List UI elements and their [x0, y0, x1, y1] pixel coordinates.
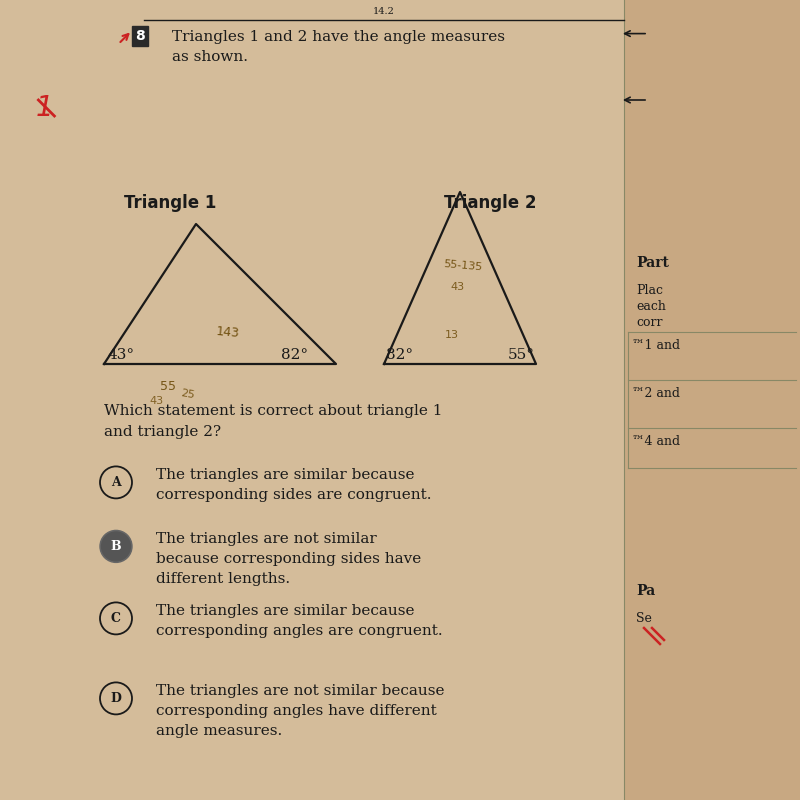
- Text: corr: corr: [636, 316, 662, 329]
- Text: 43°: 43°: [108, 347, 135, 362]
- Text: C: C: [111, 612, 121, 625]
- Text: 13: 13: [445, 330, 459, 340]
- Text: 55°: 55°: [507, 347, 534, 362]
- Text: The triangles are similar because
corresponding angles are congruent.: The triangles are similar because corres…: [156, 604, 442, 638]
- Text: B: B: [110, 540, 122, 553]
- Text: The triangles are not similar
because corresponding sides have
different lengths: The triangles are not similar because co…: [156, 532, 422, 586]
- Text: A: A: [111, 476, 121, 489]
- Text: 43: 43: [450, 282, 465, 292]
- Text: 14.2: 14.2: [373, 7, 395, 17]
- Text: 143: 143: [216, 325, 240, 340]
- Text: 82°: 82°: [386, 347, 413, 362]
- Text: 1: 1: [35, 94, 53, 122]
- FancyBboxPatch shape: [0, 0, 624, 800]
- Text: 25: 25: [180, 388, 196, 400]
- Text: D: D: [110, 692, 122, 705]
- Text: Triangles 1 and 2 have the angle measures
as shown.: Triangles 1 and 2 have the angle measure…: [172, 30, 505, 64]
- Text: The triangles are not similar because
corresponding angles have different
angle : The triangles are not similar because co…: [156, 684, 445, 738]
- Circle shape: [100, 530, 132, 562]
- Text: Triangle 1: Triangle 1: [124, 194, 216, 212]
- Text: The triangles are similar because
corresponding sides are congruent.: The triangles are similar because corres…: [156, 468, 431, 502]
- Text: Which statement is correct about triangle 1
and triangle 2?: Which statement is correct about triangl…: [104, 404, 442, 438]
- Text: ™1 and: ™1 and: [632, 339, 680, 352]
- Text: ™4 and: ™4 and: [632, 435, 680, 448]
- Text: Plac: Plac: [636, 284, 663, 297]
- Text: 55-135: 55-135: [442, 258, 482, 272]
- Text: Part: Part: [636, 256, 669, 270]
- FancyBboxPatch shape: [624, 0, 800, 800]
- Text: 82°: 82°: [281, 347, 308, 362]
- Text: 8: 8: [135, 29, 145, 43]
- Text: Pa: Pa: [636, 584, 655, 598]
- Text: 55: 55: [160, 380, 176, 393]
- Text: Se: Se: [636, 612, 652, 625]
- Circle shape: [102, 532, 130, 561]
- Text: Triangle 2: Triangle 2: [443, 194, 536, 212]
- Text: ™2 and: ™2 and: [632, 387, 680, 400]
- Text: each: each: [636, 300, 666, 313]
- Text: 43: 43: [149, 396, 163, 406]
